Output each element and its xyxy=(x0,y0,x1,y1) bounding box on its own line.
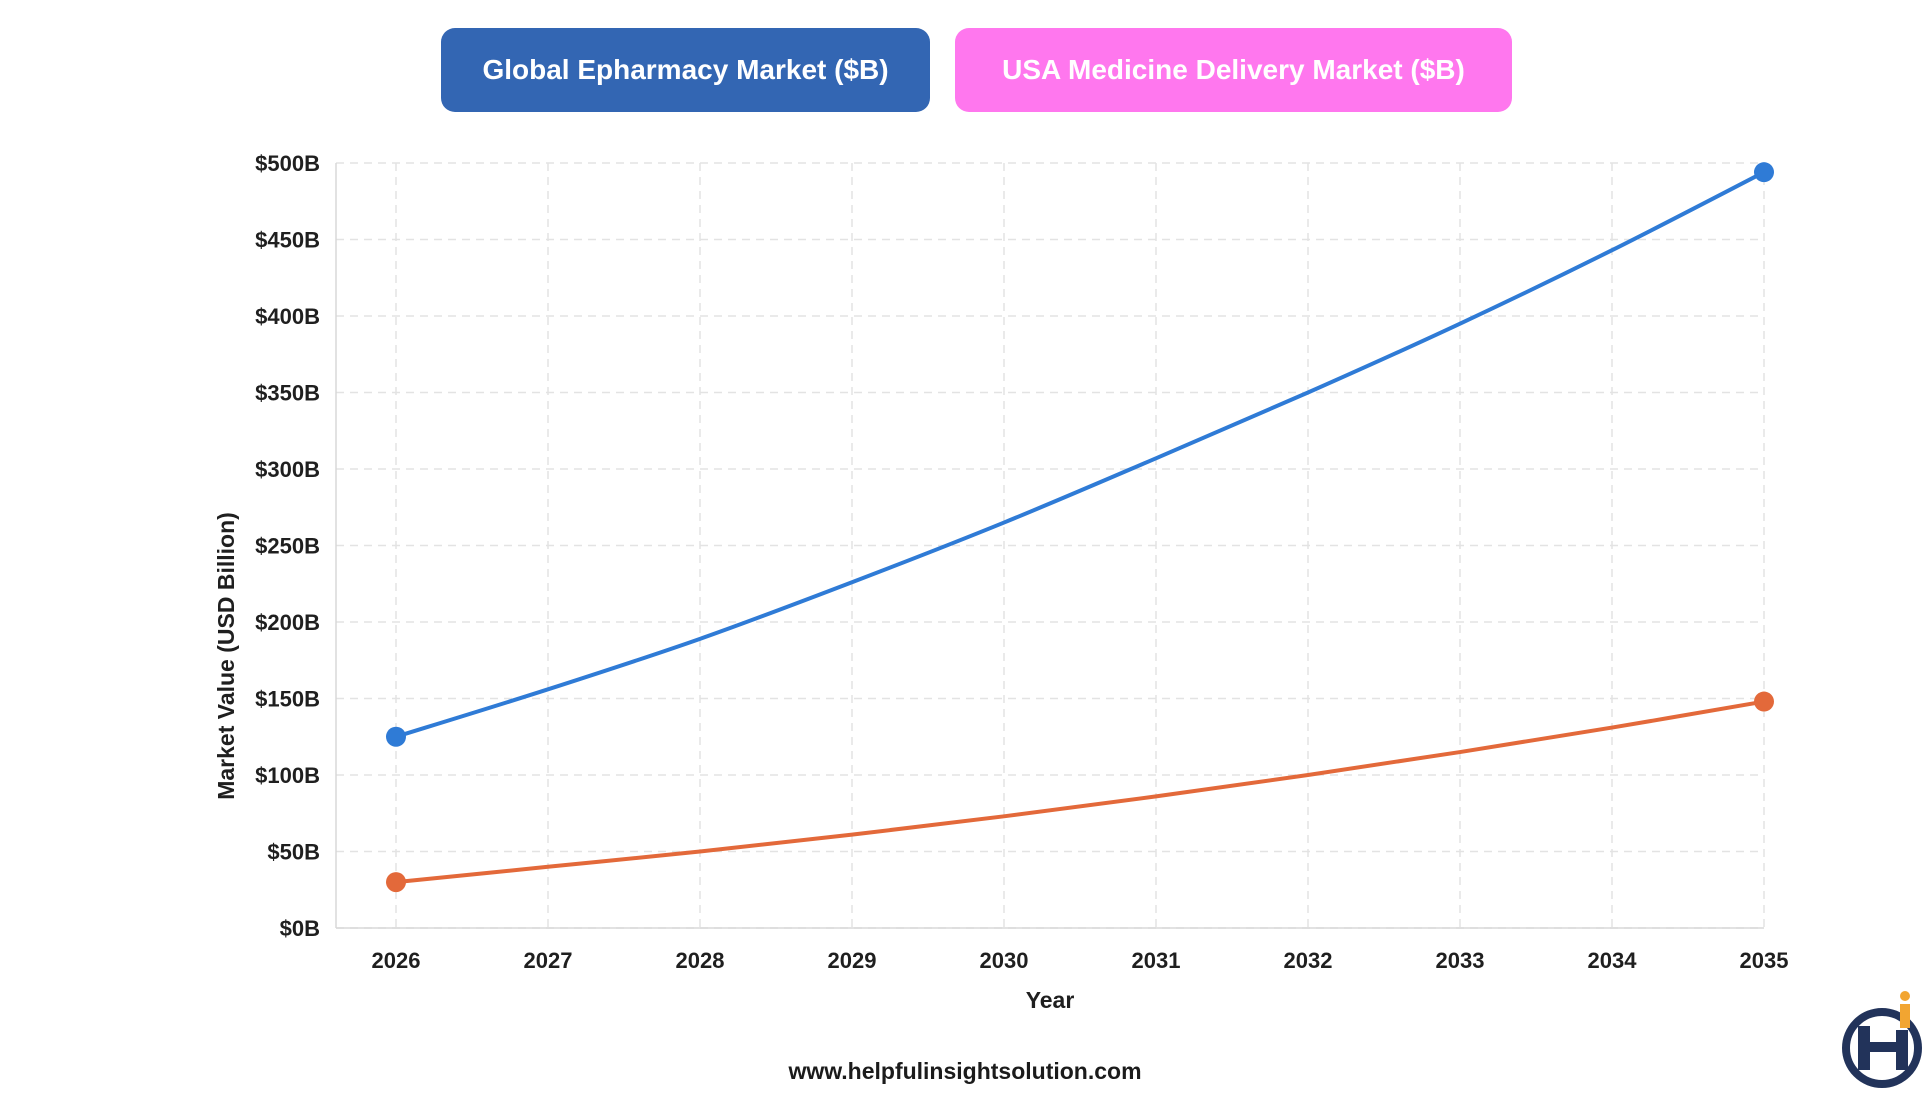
footer-url[interactable]: www.helpfulinsightsolution.com xyxy=(788,1058,1142,1084)
series-point-1 xyxy=(386,872,406,893)
grid xyxy=(336,162,1765,929)
x-tick-label: 2030 xyxy=(980,948,1029,973)
brand-logo-icon xyxy=(1842,991,1922,1088)
y-tick-label: $350B xyxy=(255,381,320,406)
y-tick-label: $450B xyxy=(255,228,320,253)
x-tick-label: 2028 xyxy=(676,948,725,973)
y-tick-label: $500B xyxy=(255,151,320,176)
x-tick-label: 2031 xyxy=(1132,948,1181,973)
x-axis-title: Year xyxy=(1026,987,1075,1013)
series-line-0 xyxy=(395,170,1765,739)
series-line-1 xyxy=(395,699,1765,885)
x-tick-label: 2032 xyxy=(1284,948,1333,973)
legend-item-usa-medicine-delivery[interactable]: USA Medicine Delivery Market ($B) xyxy=(955,28,1512,112)
x-tick-label: 2027 xyxy=(524,948,573,973)
series-point-0 xyxy=(386,726,406,747)
y-tick-label: $0B xyxy=(280,916,320,941)
y-axis-title: Market Value (USD Billion) xyxy=(213,512,239,800)
y-tick-label: $50B xyxy=(267,840,320,865)
series-point-0 xyxy=(1754,162,1774,183)
x-tick-label: 2033 xyxy=(1436,948,1485,973)
x-tick-label: 2034 xyxy=(1588,948,1638,973)
y-tick-label: $300B xyxy=(255,457,320,482)
y-tick-label: $150B xyxy=(255,687,320,712)
y-tick-label: $400B xyxy=(255,304,320,329)
y-tick-label: $100B xyxy=(255,763,320,788)
x-tick-label: 2026 xyxy=(372,948,421,973)
y-tick-label: $250B xyxy=(255,534,320,559)
x-tick-label: 2029 xyxy=(828,948,877,973)
y-tick-label: $200B xyxy=(255,610,320,635)
x-tick-label: 2035 xyxy=(1740,948,1789,973)
series-point-1 xyxy=(1754,691,1774,712)
legend-item-global-epharmacy[interactable]: Global Epharmacy Market ($B) xyxy=(441,28,930,112)
